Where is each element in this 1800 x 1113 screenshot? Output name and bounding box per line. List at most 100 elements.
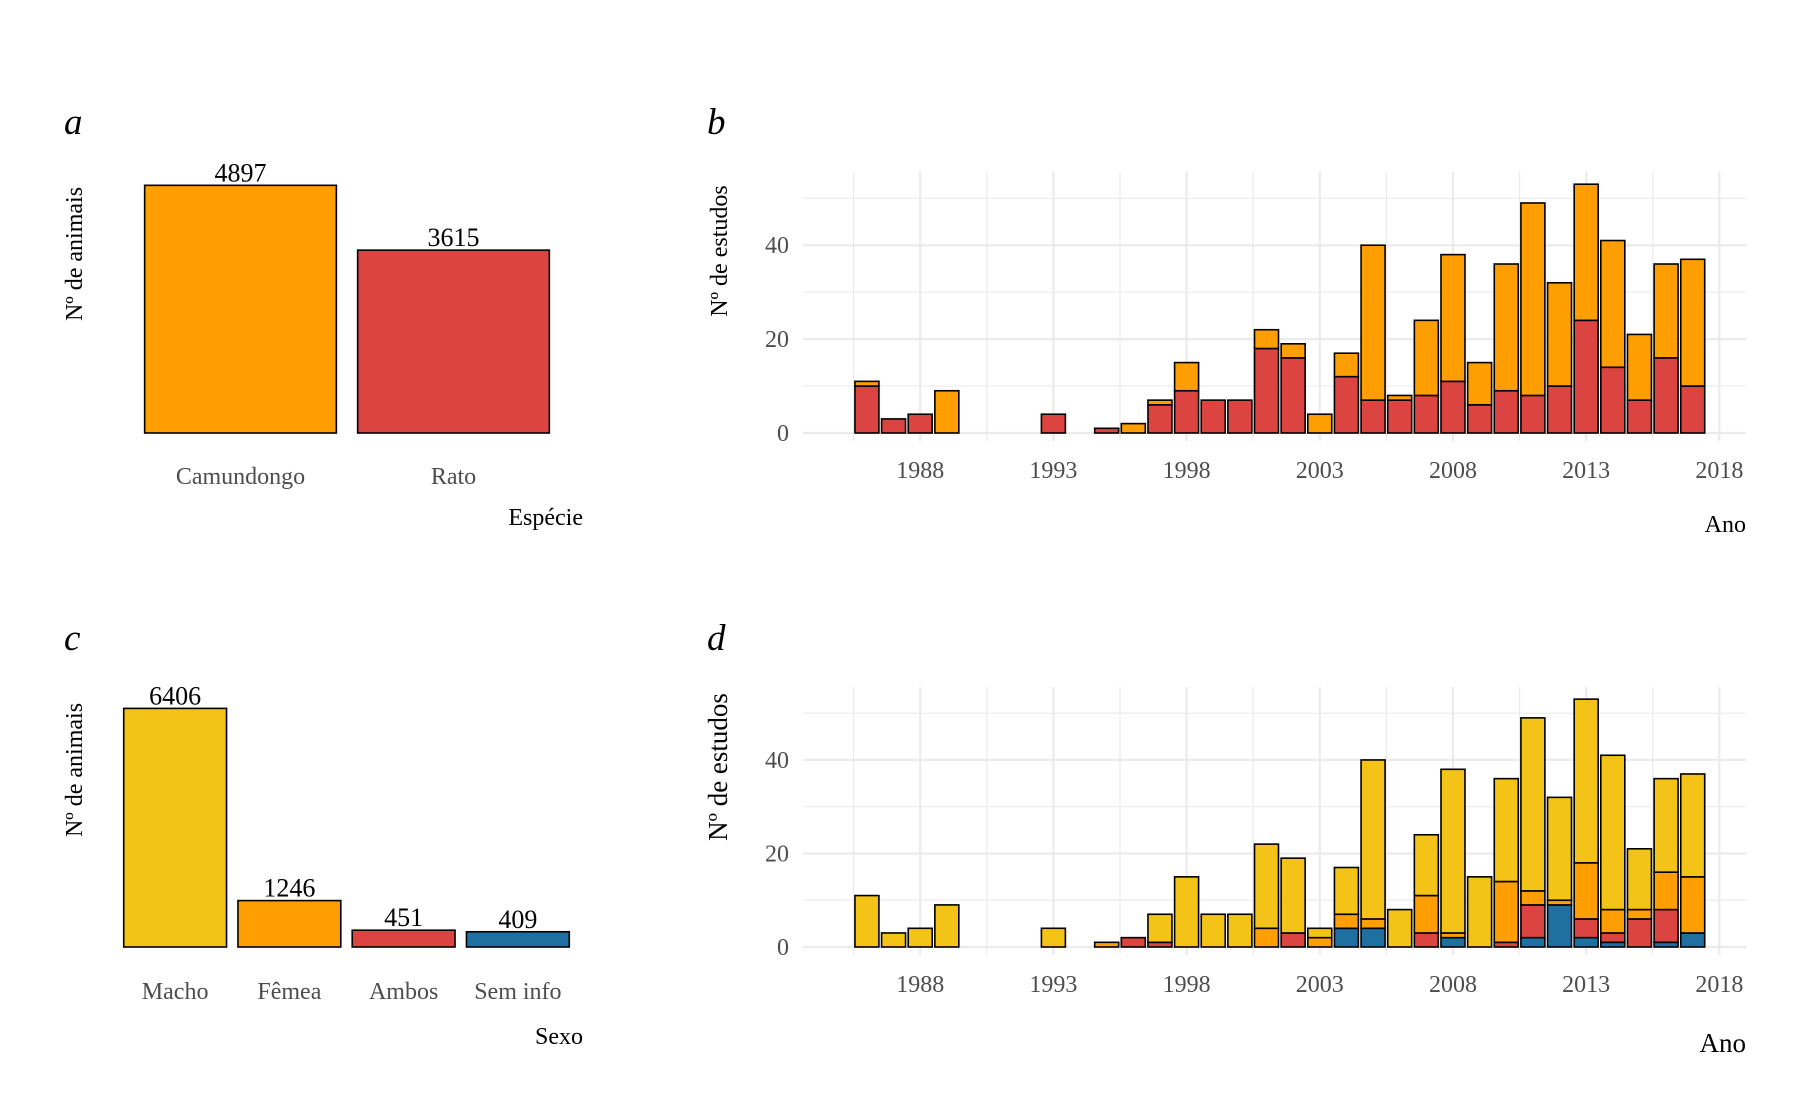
bar-2014-ambos (1600, 932, 1626, 944)
y-axis-label-d: Nº de estudos (703, 693, 733, 841)
bar-1999-rato (1200, 399, 1227, 434)
bar-1988-rato (907, 413, 933, 434)
bar-2001-camundongo (1253, 328, 1280, 350)
value-label-sem-info: 409 (498, 905, 537, 934)
bar-2012-rato (1546, 385, 1573, 434)
y-tick-20: 20 (765, 841, 789, 867)
bar-2015-femea (1626, 908, 1653, 920)
y-tick-0: 0 (777, 421, 789, 447)
bar-2000-macho (1227, 913, 1253, 948)
bar-1997-camundongo (1147, 399, 1173, 406)
bar-2007-femea (1413, 894, 1440, 934)
bar-rato (356, 249, 551, 434)
bar-2011-ambos (1520, 904, 1546, 939)
x-tick-1993: 1993 (1029, 972, 1077, 998)
panel-tag-a: a (64, 102, 83, 143)
bar-1995-femea (1093, 941, 1120, 948)
bar-2006-macho (1386, 908, 1413, 948)
x-axis-label-c: Sexo (535, 1024, 583, 1050)
bar-1997-macho (1147, 913, 1173, 944)
x-tick-1993: 1993 (1029, 458, 1077, 484)
bar-2013-femea (1573, 862, 1599, 920)
bar-2003-femea (1306, 936, 1333, 948)
bar-2005-sem_info (1360, 927, 1386, 948)
bar-2002-rato (1280, 357, 1306, 434)
bar-2005-macho (1360, 759, 1386, 920)
value-label-rato: 3615 (428, 223, 480, 252)
bar-ambos (351, 929, 456, 948)
bar-2016-femea (1653, 871, 1679, 911)
bar-2012-macho (1546, 796, 1573, 902)
x-axis-label-a: Espécie (508, 505, 583, 531)
x-tick-rato: Rato (431, 464, 476, 490)
x-tick-ambos: Ambos (369, 979, 438, 1005)
bar-macho (122, 707, 228, 948)
x-tick-2003: 2003 (1296, 972, 1344, 998)
bar-1996-camundongo (1120, 422, 1147, 434)
bar-1986-macho (854, 894, 880, 948)
bar-camundongo (143, 184, 338, 434)
bar-2017-camundongo (1679, 258, 1706, 387)
panel-b: b Nº de estudos Ano 1988 1993 1998 2003 2008… (707, 102, 1746, 538)
bar-2013-macho (1573, 698, 1599, 864)
bar-2009-macho (1466, 876, 1493, 948)
x-axis-label-b: Ano (1705, 512, 1746, 538)
bar-2011-macho (1520, 717, 1546, 892)
bar-2004-rato (1333, 375, 1360, 434)
bar-2005-femea (1360, 918, 1386, 930)
bar-2007-rato (1413, 394, 1440, 434)
bar-2002-macho (1280, 857, 1306, 934)
value-label-f-mea: 1246 (263, 874, 315, 903)
bar-2005-rato (1360, 399, 1386, 434)
bar-2010-femea (1493, 880, 1520, 944)
bar-2002-camundongo (1280, 343, 1306, 359)
bar-2011-sem_info (1520, 936, 1546, 948)
bar-2011-camundongo (1520, 202, 1546, 397)
x-axis-label-d: Ano (1700, 1028, 1747, 1058)
y-tick-0: 0 (777, 935, 789, 961)
bar-2016-macho (1653, 777, 1679, 873)
bar-2008-camundongo (1440, 253, 1466, 383)
bar-2008-macho (1440, 768, 1466, 934)
x-tick-1998: 1998 (1163, 458, 1211, 484)
x-tick-1988: 1988 (896, 972, 944, 998)
bar-1989-macho (934, 904, 960, 948)
bar-2003-camundongo (1306, 413, 1333, 434)
bar-2014-femea (1600, 908, 1626, 934)
bar-1998-macho (1173, 876, 1200, 948)
bar-2015-ambos (1626, 918, 1653, 948)
x-tick-2018: 2018 (1695, 972, 1743, 998)
y-axis-label-c: Nº de animais (62, 703, 88, 837)
x-tick-camundongo: Camundongo (176, 464, 305, 490)
ticks-b: 1988 1993 1998 2003 2008 2013 2018 0 20 40 (765, 233, 1743, 484)
bar-2011-femea (1520, 890, 1546, 906)
y-tick-40: 40 (765, 233, 789, 259)
bar-1996-ambos (1120, 936, 1147, 948)
bar-2004-sem_info (1333, 927, 1360, 948)
y-tick-40: 40 (765, 748, 789, 774)
bar-2016-camundongo (1653, 263, 1679, 359)
bar-2001-femea (1253, 927, 1280, 948)
bars-d (854, 698, 1706, 948)
bar-2012-sem_info (1546, 904, 1573, 948)
bar-2008-rato (1440, 380, 1466, 434)
bar-2014-macho (1600, 754, 1626, 911)
x-tick-2018: 2018 (1695, 458, 1743, 484)
panel-tag-d: d (707, 618, 726, 659)
bar-2017-femea (1679, 876, 1706, 934)
bar-1986-rato (854, 385, 880, 434)
bar-2001-macho (1253, 843, 1280, 930)
bar-2006-camundongo (1386, 394, 1413, 401)
bar-2010-camundongo (1493, 263, 1520, 392)
bar-1987-macho (880, 932, 907, 948)
bar-2007-camundongo (1413, 319, 1440, 397)
bar-1987-rato (880, 418, 907, 434)
bar-2016-ambos (1653, 908, 1679, 944)
x-tick-1998: 1998 (1163, 972, 1211, 998)
bar-1993-rato (1040, 413, 1067, 434)
bar-2000-rato (1227, 399, 1253, 434)
x-tick-2008: 2008 (1429, 972, 1477, 998)
y-axis-label-a: Nº de animais (62, 187, 88, 321)
bar-2004-camundongo (1333, 352, 1360, 378)
